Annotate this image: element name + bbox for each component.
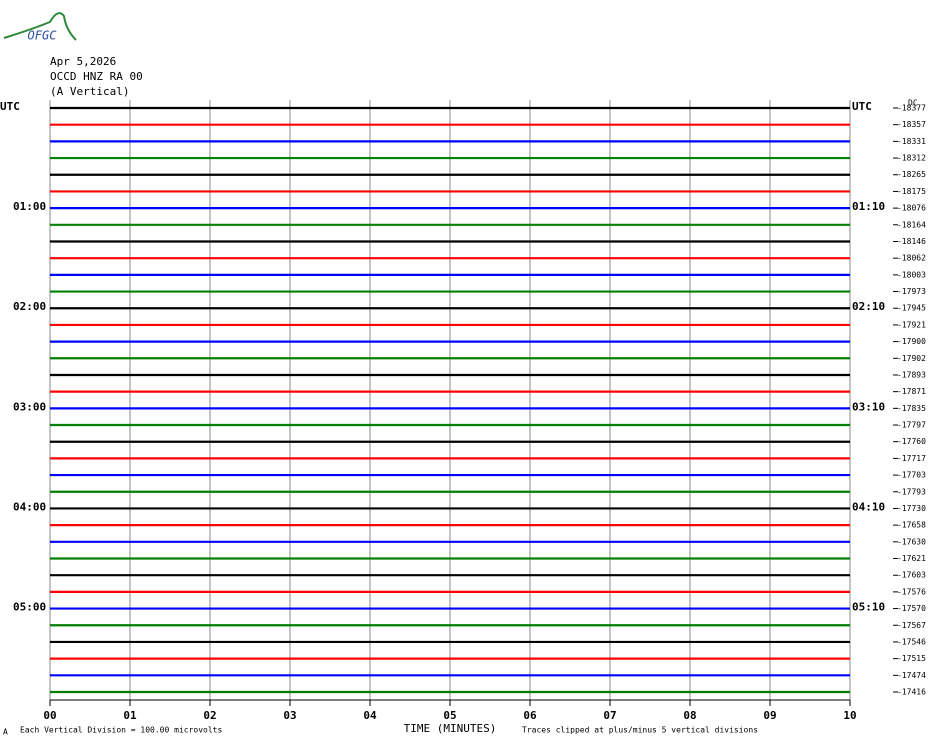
x-tick-label: 10 — [843, 709, 856, 722]
time-label-right: 05:10 — [852, 601, 885, 614]
offset-label: -17567 — [897, 621, 926, 630]
offset-label: -17871 — [897, 387, 926, 396]
x-tick-label: 05 — [443, 709, 456, 722]
date: Apr 5,2026 — [50, 55, 116, 68]
x-tick-label: 08 — [683, 709, 696, 722]
time-label-right: 01:10 — [852, 200, 885, 213]
station: OCCD HNZ RA 00 — [50, 70, 143, 83]
offset-label: -17921 — [897, 320, 926, 329]
offset-label: -18164 — [897, 220, 926, 229]
offset-label: -17835 — [897, 404, 926, 413]
x-tick-label: 04 — [363, 709, 377, 722]
offset-label: -17630 — [897, 537, 926, 546]
offset-label: -17474 — [897, 671, 926, 680]
offset-label: -18377 — [897, 104, 926, 113]
time-label-left: 05:00 — [13, 601, 46, 614]
offset-label: -17416 — [897, 688, 926, 697]
time-label-right: UTC — [852, 100, 872, 113]
clip-note: Traces clipped at plus/minus 5 vertical … — [522, 726, 758, 735]
offset-label: -18076 — [897, 204, 926, 213]
offset-label: -17658 — [897, 521, 926, 530]
offset-label: -17793 — [897, 487, 926, 496]
offset-label: -18175 — [897, 187, 926, 196]
offset-label: -17621 — [897, 554, 926, 563]
offset-label: -18265 — [897, 170, 926, 179]
offset-label: -17797 — [897, 421, 926, 430]
offset-label: -18003 — [897, 270, 926, 279]
offset-label: -17973 — [897, 287, 926, 296]
time-label-left: UTC — [0, 100, 20, 113]
offset-header: DC — [908, 99, 918, 108]
x-axis-label: TIME (MINUTES) — [404, 722, 497, 735]
x-tick-label: 07 — [603, 709, 616, 722]
offset-label: -18331 — [897, 137, 926, 146]
offset-label: -17893 — [897, 370, 926, 379]
time-label-left: 03:00 — [13, 400, 46, 413]
corner-mark: A — [3, 728, 8, 737]
logo-mark — [3, 12, 77, 41]
time-label-right: 03:10 — [852, 400, 885, 413]
offset-label: -17570 — [897, 604, 926, 613]
x-tick-label: 00 — [43, 709, 56, 722]
time-label-right: 04:10 — [852, 500, 885, 513]
time-label-left: 02:00 — [13, 300, 46, 313]
offset-label: -17603 — [897, 571, 926, 580]
x-tick-label: 02 — [203, 709, 216, 722]
offset-label: -17902 — [897, 354, 926, 363]
offset-label: -17900 — [897, 337, 926, 346]
time-label-right: 02:10 — [852, 300, 885, 313]
offset-label: -18146 — [897, 237, 926, 246]
offset-label: -17717 — [897, 454, 926, 463]
offset-label: -17730 — [897, 504, 926, 513]
offset-label: -17945 — [897, 304, 926, 313]
offset-label: -18357 — [897, 120, 926, 129]
x-tick-label: 06 — [523, 709, 537, 722]
offset-label: -17515 — [897, 654, 926, 663]
offset-label: -17576 — [897, 587, 926, 596]
offset-label: -17703 — [897, 471, 926, 480]
offset-label: -18062 — [897, 254, 926, 263]
offset-label: -17760 — [897, 437, 926, 446]
logo-text: OFGC — [28, 29, 58, 43]
offset-label: -18312 — [897, 154, 926, 163]
x-tick-label: 01 — [123, 709, 137, 722]
time-label-left: 04:00 — [13, 500, 46, 513]
scale-note: Each Vertical Division = 100.00 microvol… — [20, 726, 222, 735]
x-tick-label: 03 — [283, 709, 296, 722]
time-label-left: 01:00 — [13, 200, 46, 213]
x-tick-label: 09 — [763, 709, 776, 722]
component: (A Vertical) — [50, 85, 129, 98]
offset-label: -17546 — [897, 637, 926, 646]
